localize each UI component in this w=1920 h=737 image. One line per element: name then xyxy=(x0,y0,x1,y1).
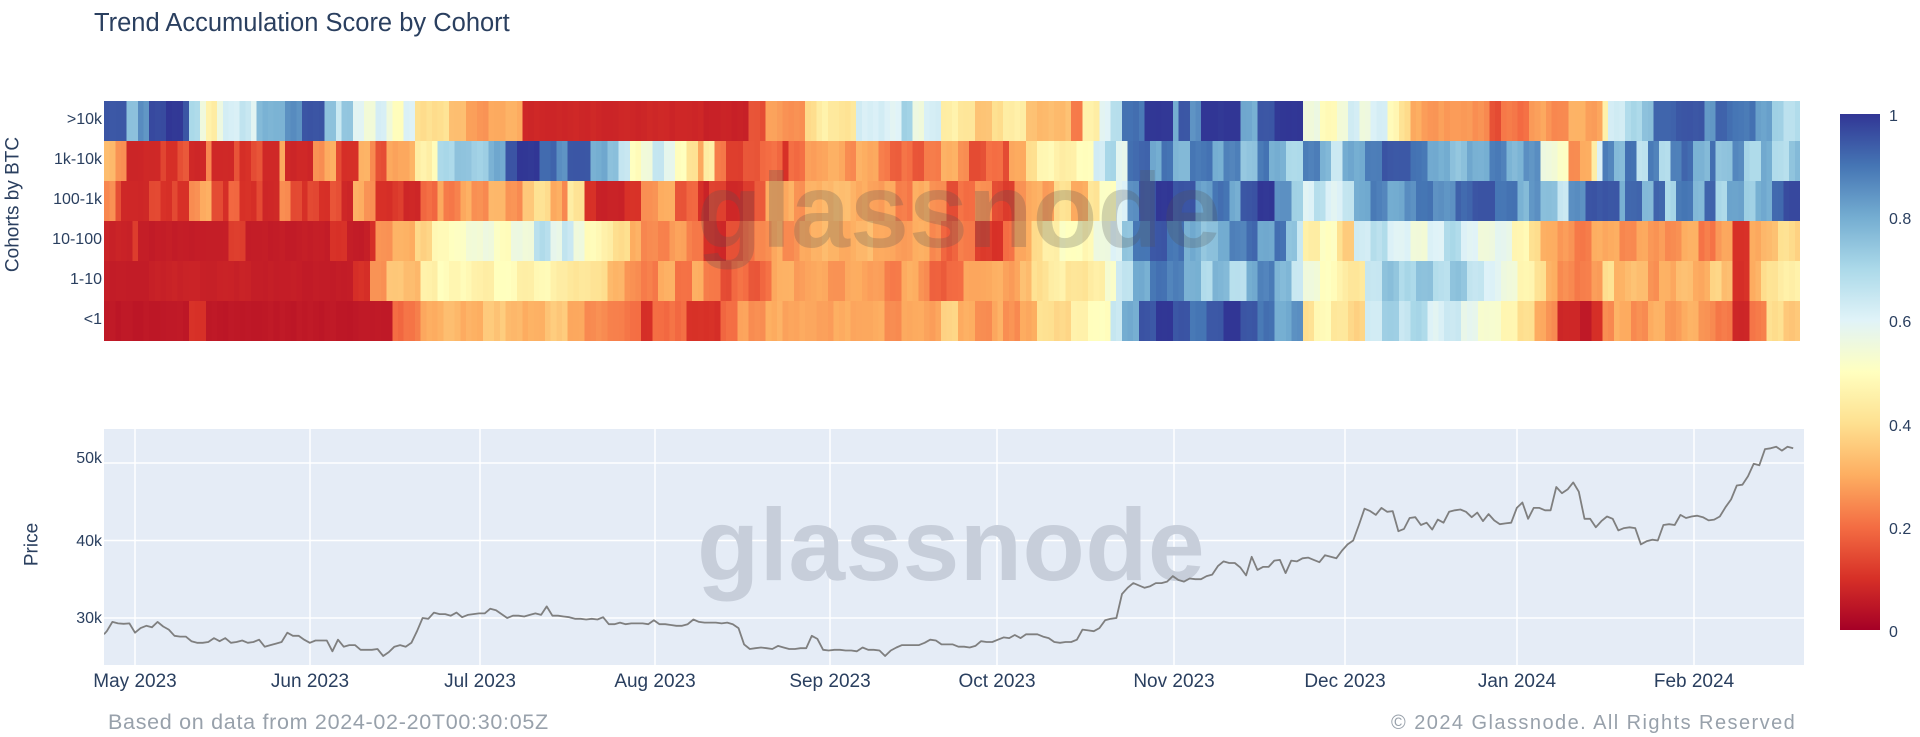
svg-text:glassnode: glassnode xyxy=(697,152,1221,270)
svg-text:glassnode: glassnode xyxy=(697,488,1205,602)
